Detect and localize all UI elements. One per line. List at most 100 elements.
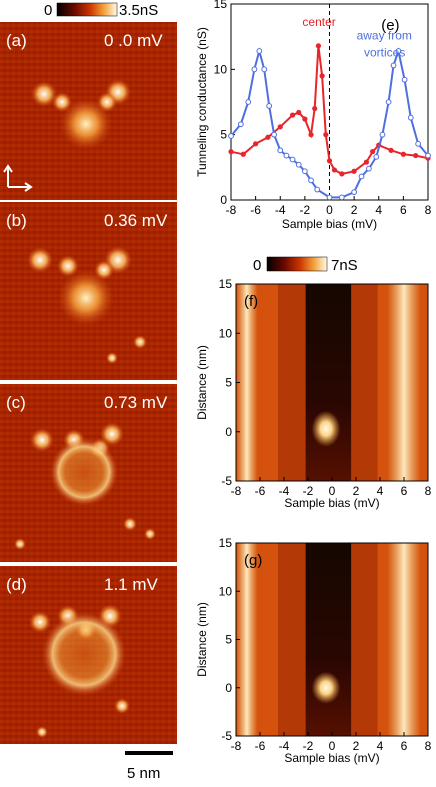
series-point [312, 105, 318, 112]
stm-map: (c) 0.73 mV [0, 384, 177, 562]
arrow-right-icon [8, 182, 33, 192]
series-point [369, 149, 376, 155]
series-point [308, 132, 314, 138]
series-point [283, 152, 290, 159]
y-axis-label: Distance (nm) [195, 345, 209, 420]
y-tick-label: -5 [221, 729, 232, 743]
x-tick-label: 4 [377, 484, 384, 498]
stm-map-panels: (a) 0 .0 mV (b) 0.36 mV (c) 0.73 mV (d) 1.1 mV [0, 22, 177, 744]
vortex-core [58, 270, 114, 326]
series-point [240, 151, 246, 157]
series-point [331, 167, 338, 173]
series-point [379, 131, 386, 138]
x-tick-label: -2 [303, 739, 314, 753]
series-point [237, 121, 244, 128]
impurity-spot [57, 255, 79, 277]
x-tick-label: 2 [353, 484, 360, 498]
series-point [266, 103, 273, 109]
vortex-core-peak [311, 671, 341, 704]
series-point [323, 132, 329, 138]
x-tick-label: -8 [231, 739, 242, 753]
series-point [339, 171, 345, 177]
impurity-spot [31, 81, 57, 107]
y-tick-label: 5 [225, 376, 232, 390]
series-point [407, 114, 414, 121]
series-point [373, 153, 380, 160]
y-tick-label: 0 [225, 681, 232, 695]
impurity-spot [29, 611, 51, 633]
map-colorbar-max: 3.5nS [119, 2, 158, 19]
panel-label: (e) [381, 17, 399, 34]
energy-label: 0 .0 mV [104, 31, 163, 50]
arrow-up-icon [3, 164, 13, 187]
y-tick-label: -5 [221, 474, 232, 488]
energy-label: 0.36 mV [104, 211, 168, 230]
y-tick-label: 0 [220, 193, 227, 207]
series-point [319, 73, 325, 79]
series-label-away-2: vortices [364, 45, 405, 59]
series-point [395, 48, 402, 54]
series-point [385, 99, 392, 105]
series-point [289, 112, 296, 118]
series-point [415, 140, 422, 147]
x-axis-label: Sample bias (mV) [284, 751, 379, 765]
panel-f-heatmap: -8 -6 -4 -2 0 2 4 6 8 -5 0 5 10 15 Sample bias (mV) Dis… [195, 277, 432, 510]
series-point [314, 186, 321, 193]
scale-bar [125, 751, 173, 755]
series-point [413, 152, 419, 159]
heatmap-colorbar-max: 7nS [331, 257, 358, 274]
panel-label: (a) [6, 31, 27, 50]
series-point [401, 76, 408, 83]
heatmap-colorbar [266, 256, 328, 272]
series-point [363, 159, 370, 165]
stm-map: (d) 1.1 mV [0, 566, 177, 744]
series-point [388, 147, 394, 153]
stm-map: (a) 0 .0 mV [0, 22, 177, 200]
y-tick-label: 5 [225, 633, 232, 647]
series-point [390, 62, 397, 69]
series-point [295, 161, 302, 168]
series-point [338, 194, 345, 201]
heatmap-shade [351, 543, 378, 736]
vortex-ring [50, 438, 118, 506]
x-tick-label: 8 [425, 203, 432, 217]
panel-label: (b) [6, 211, 27, 230]
impurity-spot [133, 335, 147, 349]
series-point [228, 149, 234, 155]
series-point [301, 168, 308, 175]
series-point [261, 66, 268, 73]
x-tick-label: 0 [329, 739, 336, 753]
series-point [277, 147, 284, 154]
y-tick-label: 10 [219, 584, 233, 598]
series-point [271, 131, 277, 138]
x-tick-label: -6 [255, 739, 266, 753]
x-tick-label: 2 [351, 203, 358, 217]
y-tick-label: 15 [214, 0, 228, 11]
y-tick-label: 5 [220, 128, 227, 142]
series-point [315, 43, 322, 49]
panel-label: (c) [6, 393, 26, 412]
x-tick-label: 6 [401, 739, 408, 753]
series-point [245, 99, 252, 105]
x-tick-label: -4 [279, 739, 290, 753]
heatmap-band [387, 543, 421, 736]
series-point [400, 151, 406, 157]
series-point [302, 116, 308, 122]
heatmap-shade [351, 284, 378, 481]
series-point [351, 168, 357, 174]
heatmap-shade [278, 543, 306, 736]
x-tick-label: 2 [353, 739, 360, 753]
series-point [366, 165, 372, 172]
x-axis-label: Sample bias (mV) [284, 496, 379, 510]
heatmap-band [236, 543, 258, 736]
stm-map: (b) 0.36 mV [0, 202, 177, 380]
series-point [228, 133, 234, 139]
y-tick-label: 10 [219, 326, 233, 340]
x-tick-label: -8 [226, 203, 237, 217]
heatmap-band [387, 284, 421, 481]
map-colorbar-min: 0 [44, 2, 52, 19]
x-tick-label: 0 [326, 203, 333, 217]
y-axis-label: Tunneling conductance (nS) [195, 27, 209, 177]
x-tick-label: 8 [425, 739, 432, 753]
